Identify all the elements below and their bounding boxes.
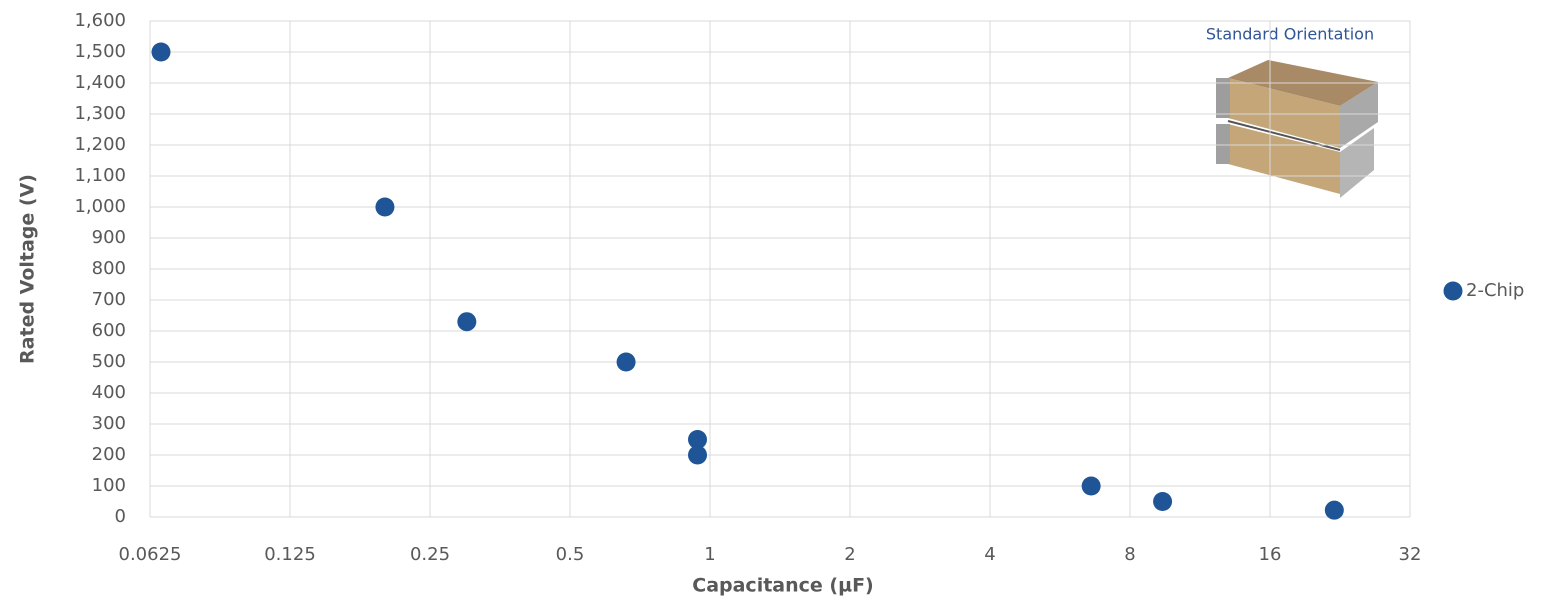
capacitor-illustration bbox=[1216, 60, 1378, 198]
data-point bbox=[1153, 492, 1172, 511]
x-tick-label: 16 bbox=[1259, 544, 1282, 565]
y-tick-label: 1,500 bbox=[74, 41, 126, 62]
y-tick-label: 300 bbox=[92, 413, 126, 434]
chart: Standard Orientation Capacitance (µF) Ra… bbox=[0, 0, 1542, 600]
data-point bbox=[617, 353, 636, 372]
y-tick-label: 0 bbox=[115, 506, 126, 527]
data-point bbox=[152, 43, 171, 62]
x-tick-label: 2 bbox=[844, 544, 855, 565]
y-tick-label: 900 bbox=[92, 227, 126, 248]
y-tick-label: 100 bbox=[92, 475, 126, 496]
y-axis-label: Rated Voltage (V) bbox=[17, 174, 39, 364]
x-tick-label: 0.0625 bbox=[119, 544, 182, 565]
data-point bbox=[1082, 477, 1101, 496]
y-tick-label: 1,300 bbox=[74, 103, 126, 124]
x-tick-label: 0.25 bbox=[410, 544, 450, 565]
x-tick-label: 8 bbox=[1124, 544, 1135, 565]
y-tick-label: 1,400 bbox=[74, 72, 126, 93]
x-tick-label: 4 bbox=[984, 544, 995, 565]
y-tick-label: 1,200 bbox=[74, 134, 126, 155]
y-tick-label: 600 bbox=[92, 320, 126, 341]
data-point bbox=[457, 312, 476, 331]
legend-marker bbox=[1444, 282, 1463, 301]
y-tick-label: 400 bbox=[92, 382, 126, 403]
x-tick-label: 32 bbox=[1399, 544, 1422, 565]
data-point bbox=[375, 198, 394, 217]
x-tick-label: 0.5 bbox=[556, 544, 585, 565]
x-tick-label: 0.125 bbox=[264, 544, 316, 565]
y-tick-label: 1,600 bbox=[74, 10, 126, 31]
y-tick-label: 1,100 bbox=[74, 165, 126, 186]
data-point bbox=[688, 446, 707, 465]
data-point bbox=[1325, 501, 1344, 520]
x-tick-label: 1 bbox=[704, 544, 715, 565]
y-tick-label: 200 bbox=[92, 444, 126, 465]
y-tick-label: 500 bbox=[92, 351, 126, 372]
y-tick-label: 700 bbox=[92, 289, 126, 310]
annotation: Standard Orientation bbox=[1206, 25, 1374, 44]
legend-label: 2-Chip bbox=[1466, 280, 1524, 301]
y-tick-label: 800 bbox=[92, 258, 126, 279]
y-tick-label: 1,000 bbox=[74, 196, 126, 217]
x-axis-label: Capacitance (µF) bbox=[692, 575, 873, 597]
